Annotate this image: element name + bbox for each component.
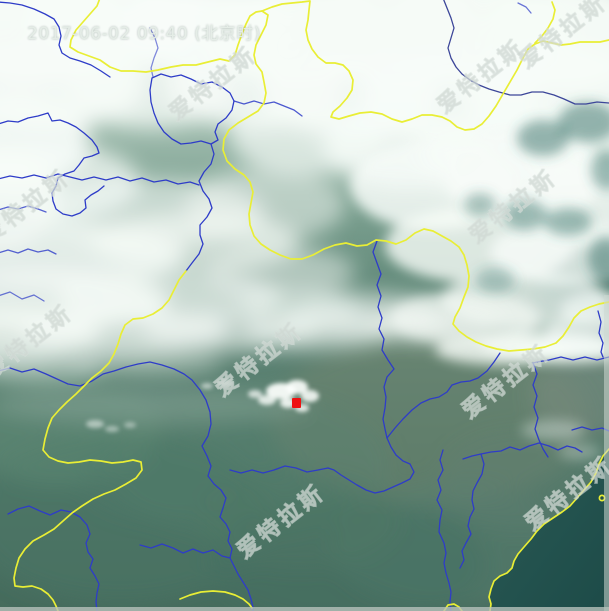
sea-area [489,449,609,611]
location-marker[interactable] [292,398,301,408]
national-boundaries [13,0,609,611]
province-boundary-north [443,0,609,105]
clouds-layer [0,0,609,460]
image-edge-strips [0,295,609,611]
